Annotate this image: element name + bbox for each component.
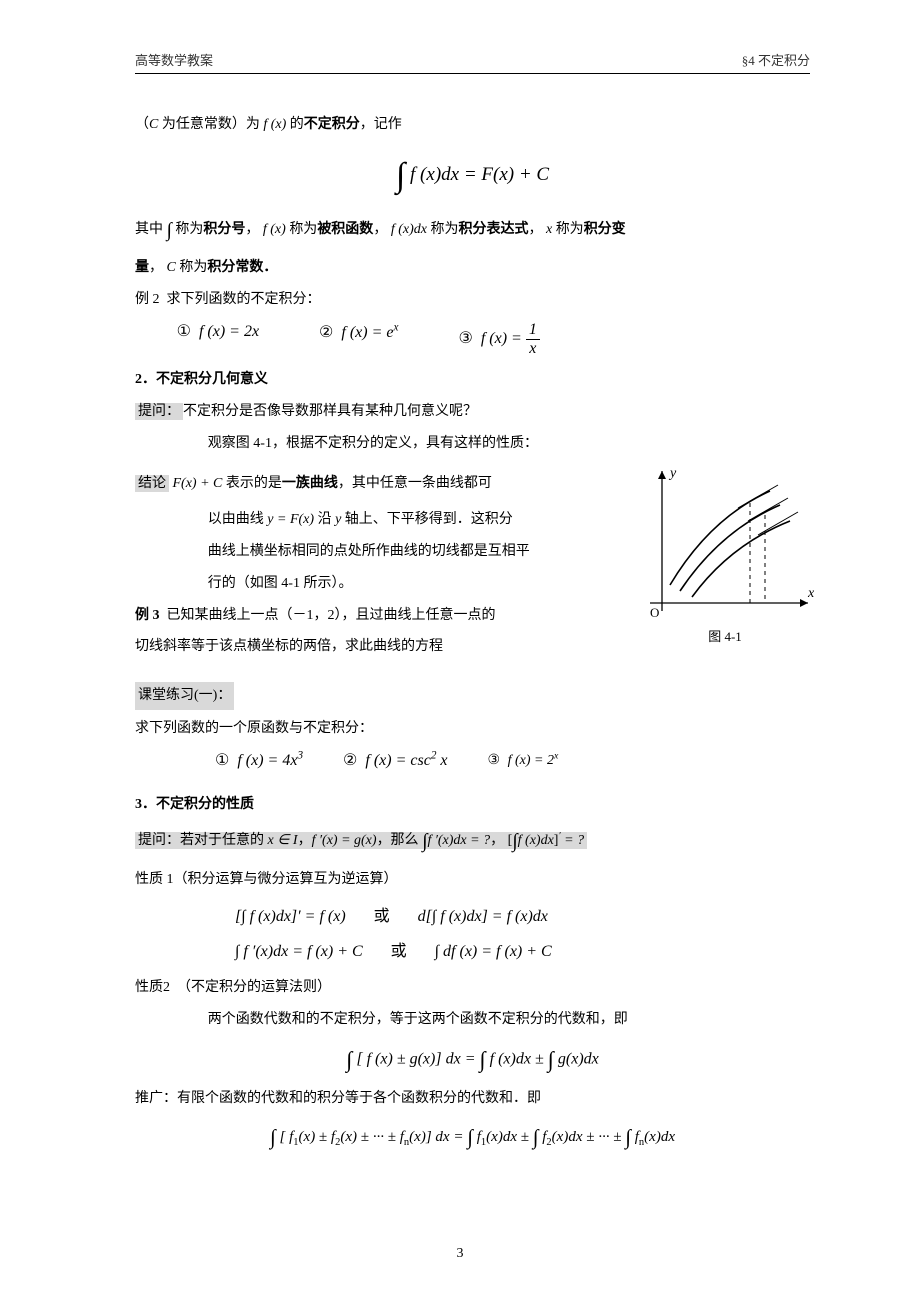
- header-right: §4 不定积分: [742, 50, 810, 69]
- property-2-text: 两个函数代数和的不定积分，等于这两个函数不定积分的代数和，即: [208, 1007, 810, 1033]
- page-number: 3: [457, 1246, 464, 1262]
- property-1-equations: [∫ f (x)dx]′ = f (x) 或 d[∫ f (x)dx] = f …: [235, 899, 810, 969]
- figure-svg: y x O: [630, 463, 820, 623]
- question-1-followup: 观察图 4-1，根据不定积分的定义，具有这样的性质：: [208, 431, 810, 457]
- property-2-label: 性质2 （不定积分的运算法则）: [135, 975, 810, 1001]
- header-left: 高等数学教案: [135, 50, 213, 69]
- ex2-item-3: ③ f (x) = 1x: [458, 321, 539, 357]
- header-rule: [135, 73, 810, 74]
- practice-item-3: ③ f (x) = 2x: [488, 750, 559, 770]
- question-1: 提问：不定积分是否像导数那样具有某种几何意义呢？: [135, 399, 810, 425]
- practice-title: 课堂练习(一)：: [135, 682, 234, 710]
- extension-equation: ∫ [ f1(x) ± f2(x) ± ··· ± fn(x)] dx = ∫ …: [135, 1118, 810, 1157]
- definition-line: （C 为任意常数）为 f (x) 的不定积分，记作: [135, 112, 810, 138]
- figure-caption: 图 4-1: [630, 626, 820, 645]
- ex2-item-2: ② f (x) = ex: [319, 321, 398, 357]
- x-axis-label: x: [807, 586, 815, 601]
- property-2-equation: ∫ [ f (x) ± g(x)] dx = ∫ f (x)dx ± ∫ g(x…: [135, 1039, 810, 1080]
- property-1-label: 性质 1（积分运算与微分运算互为逆运算）: [135, 867, 810, 893]
- example-2-items: ① f (x) = 2x ② f (x) = ex ③ f (x) = 1x: [177, 321, 810, 357]
- practice-items: ① f (x) = 4x3 ② f (x) = csc2 x ③ f (x) =…: [215, 750, 810, 770]
- main-integral-equation: ∫ f (x)dx = F(x) + C: [135, 144, 810, 207]
- section-2-title: 2．不定积分几何意义: [135, 367, 810, 393]
- ex2-item-1: ① f (x) = 2x: [177, 321, 259, 357]
- extension: 推广：有限个函数的代数和的积分等于各个函数积分的代数和．即: [135, 1086, 810, 1112]
- origin-label: O: [650, 605, 659, 620]
- section-3-title: 3．不定积分的性质: [135, 792, 810, 818]
- terms-line-1: 其中 ∫ 称为积分号， f (x) 称为被积函数， f (x)dx 称为积分表达…: [135, 213, 810, 249]
- document-body: （C 为任意常数）为 f (x) 的不定积分，记作 ∫ f (x)dx = F(…: [135, 112, 810, 1157]
- question-2: 提问：若对于任意的 x ∈ I，f ′(x) = g(x)，那么 ∫f ′(x)…: [135, 824, 810, 860]
- practice-item-1: ① f (x) = 4x3: [215, 750, 303, 770]
- terms-line-2: 量， C 称为积分常数．: [135, 255, 810, 281]
- class-practice: 课堂练习(一)： 求下列函数的一个原函数与不定积分： ① f (x) = 4x3…: [135, 682, 810, 770]
- figure-4-1: y x O 图 4-1: [630, 463, 820, 645]
- practice-item-2: ② f (x) = csc2 x: [343, 750, 447, 770]
- example-2: 例 2 求下列函数的不定积分：: [135, 287, 810, 313]
- practice-text: 求下列函数的一个原函数与不定积分：: [135, 716, 810, 742]
- y-axis-label: y: [668, 466, 677, 481]
